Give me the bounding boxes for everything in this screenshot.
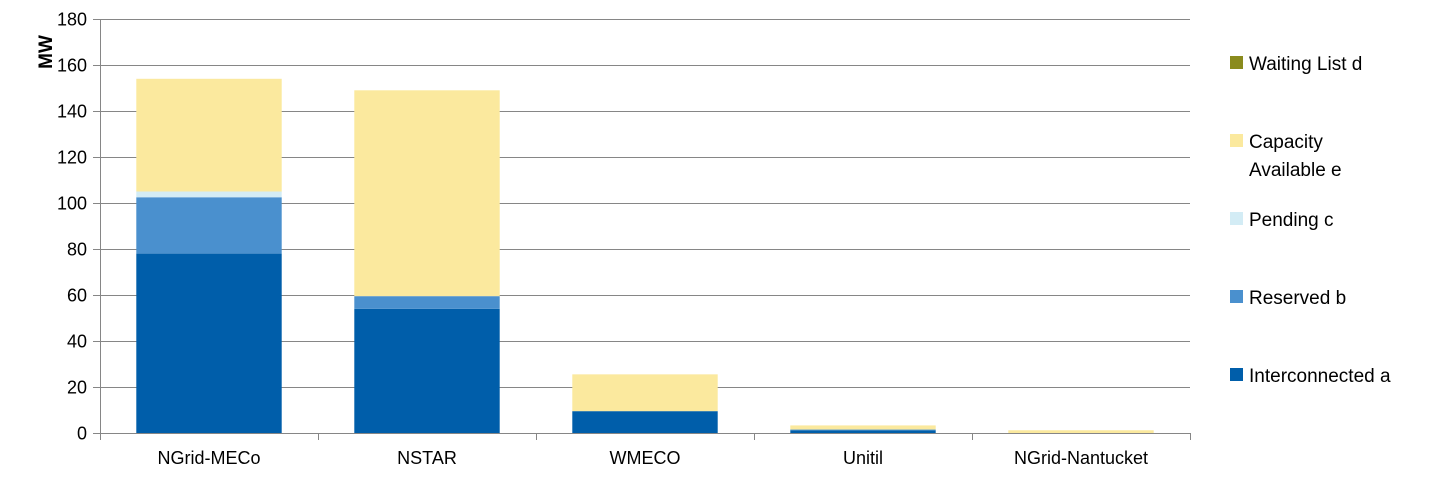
x-tick-label: NGrid-Nantucket bbox=[1014, 448, 1148, 468]
legend-swatch bbox=[1230, 134, 1243, 147]
y-tick-label: 140 bbox=[57, 102, 87, 122]
x-axis-ticks: NGrid-MECo NSTAR WMECO Unitil NGrid-Nantucke… bbox=[157, 448, 1148, 468]
y-tick-label: 60 bbox=[67, 286, 87, 306]
y-axis-label: MW bbox=[36, 35, 57, 69]
y-tick-label: 100 bbox=[57, 194, 87, 214]
x-tick-label: WMECO bbox=[610, 448, 681, 468]
legend-swatch bbox=[1230, 212, 1243, 225]
y-tick-label: 180 bbox=[57, 10, 87, 30]
bar-reserved-b-nstar bbox=[354, 296, 500, 309]
legend-label: Waiting List d bbox=[1249, 54, 1362, 75]
bar-capacity-available-e-ngrid-meco bbox=[136, 78, 282, 192]
bar-interconnected-a-nstar bbox=[354, 308, 500, 433]
bar-reserved-b-ngrid-meco bbox=[136, 197, 282, 254]
y-tick-label: 20 bbox=[67, 378, 87, 398]
bar-interconnected-a-ngrid-meco bbox=[136, 253, 282, 433]
y-tick-label: 40 bbox=[67, 332, 87, 352]
y-axis-ticks: 0 20 40 60 80 100 120 140 160 180 bbox=[57, 10, 87, 444]
bar-capacity-available-e-ngrid-nantucket bbox=[1008, 430, 1154, 433]
y-tick-label: 80 bbox=[67, 240, 87, 260]
bars bbox=[136, 78, 1154, 433]
legend-swatch bbox=[1230, 290, 1243, 303]
legend-label: Pending c bbox=[1249, 210, 1334, 231]
bar-reserved-b-unitil bbox=[790, 429, 936, 431]
bar-interconnected-a-unitil bbox=[790, 430, 936, 433]
bar-capacity-available-e-unitil bbox=[790, 425, 936, 430]
y-tick-label: 160 bbox=[57, 56, 87, 76]
x-tick-label: NSTAR bbox=[397, 448, 457, 468]
legend-swatch bbox=[1230, 56, 1243, 69]
axes bbox=[93, 19, 1191, 440]
bar-capacity-available-e-wmeco bbox=[572, 374, 718, 412]
x-tick-label: Unitil bbox=[843, 448, 883, 468]
legend-label: Interconnected a bbox=[1249, 366, 1391, 387]
legend-label: Reserved b bbox=[1249, 288, 1346, 309]
y-tick-label: 0 bbox=[77, 424, 87, 444]
legend: Waiting List d Capacity Available e Pending… bbox=[1230, 54, 1391, 387]
legend-label: Capacity bbox=[1249, 132, 1323, 153]
bar-interconnected-a-wmeco bbox=[572, 411, 718, 433]
legend-swatch bbox=[1230, 368, 1243, 381]
x-tick-label: NGrid-MECo bbox=[157, 448, 260, 468]
bar-capacity-available-e-nstar bbox=[354, 90, 500, 297]
y-tick-label: 120 bbox=[57, 148, 87, 168]
legend-label: Available e bbox=[1249, 160, 1342, 181]
bar-pending-c-ngrid-meco bbox=[136, 191, 282, 198]
